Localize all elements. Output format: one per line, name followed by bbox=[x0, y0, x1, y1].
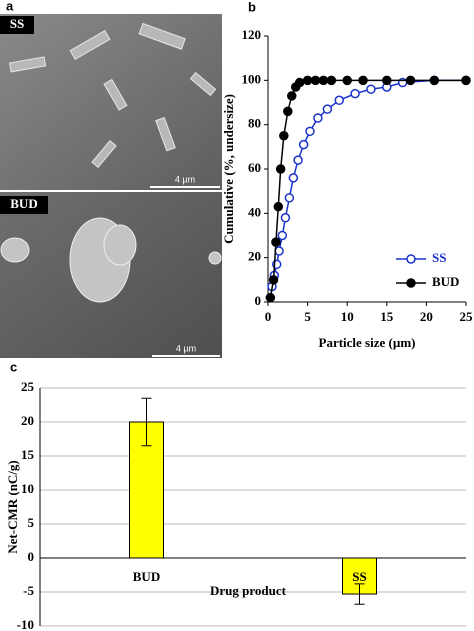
marker bbox=[342, 75, 352, 86]
marker bbox=[268, 275, 279, 285]
marker bbox=[275, 164, 286, 174]
particles bbox=[0, 217, 222, 303]
y-tick-label: 0 bbox=[255, 293, 262, 308]
image-label: BUD bbox=[10, 196, 37, 211]
marker bbox=[302, 75, 313, 86]
label-box bbox=[0, 196, 48, 214]
y-tick-label: -5 bbox=[23, 583, 34, 598]
marker bbox=[280, 213, 291, 223]
y-axis-label: Net-CMR (nC/g) bbox=[5, 460, 20, 554]
y-tick-label: 20 bbox=[248, 249, 261, 264]
y-tick-label: -10 bbox=[17, 617, 34, 631]
y-tick-label: 20 bbox=[21, 413, 34, 428]
marker bbox=[318, 75, 329, 86]
y-tick-label: 120 bbox=[242, 27, 262, 42]
marker bbox=[382, 75, 392, 86]
error-bar bbox=[141, 397, 152, 447]
error-bar bbox=[354, 583, 365, 605]
y-tick-label: 10 bbox=[21, 481, 34, 496]
marker bbox=[310, 75, 321, 86]
marker bbox=[287, 91, 297, 101]
y-tick-label: 60 bbox=[248, 160, 261, 175]
image-label: SS bbox=[10, 16, 24, 31]
x-axis-label: Drug product bbox=[210, 583, 287, 598]
scale-label: 4 µm bbox=[176, 343, 196, 353]
particles bbox=[8, 22, 217, 169]
marker bbox=[277, 230, 288, 241]
marker bbox=[293, 155, 303, 165]
bar bbox=[342, 557, 377, 595]
marker bbox=[273, 201, 284, 212]
marker bbox=[298, 139, 309, 150]
marker bbox=[265, 292, 276, 303]
legend-label: BUD bbox=[432, 274, 459, 289]
legend-marker bbox=[406, 254, 416, 264]
x-tick-label: 5 bbox=[304, 309, 311, 324]
marker bbox=[322, 104, 333, 114]
legend-label: SS bbox=[432, 250, 446, 265]
marker bbox=[366, 84, 376, 94]
legend-marker bbox=[406, 278, 416, 288]
y-axis-label: Cumulative (%, undersize) bbox=[221, 94, 236, 244]
x-axis-label: Particle size (µm) bbox=[319, 335, 416, 350]
label-box bbox=[0, 16, 34, 34]
marker bbox=[334, 95, 345, 106]
marker bbox=[288, 173, 299, 183]
marker bbox=[461, 75, 471, 86]
panel-label: b bbox=[248, 0, 256, 14]
marker bbox=[271, 237, 281, 247]
y-tick-label: 100 bbox=[242, 71, 262, 86]
y-tick-label: 40 bbox=[248, 204, 261, 219]
panel-label: a bbox=[6, 0, 14, 13]
marker bbox=[326, 75, 337, 86]
x-tick-label: 20 bbox=[420, 309, 433, 324]
scale-label: 4 µm bbox=[175, 174, 195, 184]
sem-image bbox=[0, 14, 222, 190]
x-tick-label: 15 bbox=[380, 309, 394, 324]
marker bbox=[429, 75, 440, 86]
y-tick-label: 25 bbox=[21, 379, 35, 394]
y-tick-label: 15 bbox=[21, 447, 35, 462]
panel-label: c bbox=[10, 359, 17, 374]
y-tick-label: 5 bbox=[28, 515, 35, 530]
marker bbox=[279, 131, 289, 141]
marker bbox=[358, 75, 368, 86]
marker bbox=[294, 77, 305, 88]
x-tick-label: SS bbox=[352, 569, 366, 584]
x-tick-label: 0 bbox=[265, 309, 272, 324]
marker bbox=[283, 106, 293, 117]
marker bbox=[405, 75, 416, 86]
marker bbox=[284, 193, 295, 203]
y-tick-label: 80 bbox=[248, 116, 261, 131]
x-tick-label: 10 bbox=[341, 309, 354, 324]
marker bbox=[305, 126, 315, 137]
x-tick-label: BUD bbox=[133, 569, 160, 584]
marker bbox=[313, 113, 323, 123]
x-tick-label: 25 bbox=[460, 309, 474, 324]
y-tick-label: 0 bbox=[28, 549, 35, 564]
marker bbox=[350, 88, 360, 99]
